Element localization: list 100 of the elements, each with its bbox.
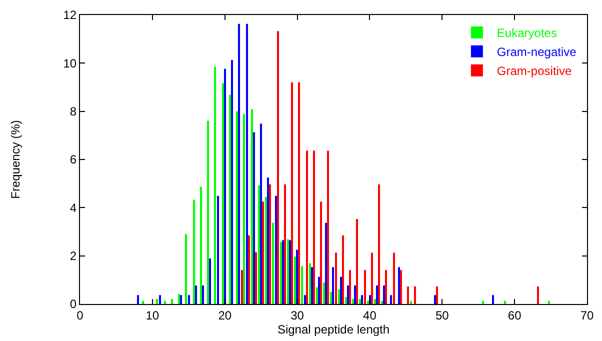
- bar: [364, 270, 366, 304]
- y-tick-label: 6: [70, 152, 77, 167]
- bar: [222, 83, 224, 304]
- bar: [367, 300, 369, 304]
- bar: [238, 24, 240, 304]
- y-tick-label: 4: [70, 200, 77, 215]
- bar: [390, 295, 392, 304]
- bar: [414, 286, 416, 304]
- bar: [142, 300, 144, 304]
- bar: [258, 185, 260, 304]
- bar: [217, 196, 219, 304]
- bar: [277, 31, 279, 304]
- bar: [269, 184, 271, 304]
- bar: [316, 287, 318, 304]
- bar: [407, 286, 409, 304]
- bar: [311, 267, 313, 304]
- bar: [492, 295, 494, 304]
- bar: [349, 270, 351, 304]
- bar: [504, 300, 506, 304]
- x-tick-label: 70: [580, 308, 594, 322]
- bar: [313, 150, 315, 304]
- x-tick-label: 40: [363, 308, 377, 322]
- bar: [309, 263, 311, 304]
- bar: [241, 270, 243, 304]
- bar: [164, 300, 166, 304]
- y-tick-label: 2: [70, 249, 77, 264]
- bar: [340, 276, 342, 304]
- bar: [410, 300, 412, 304]
- bar: [267, 178, 269, 304]
- bar: [137, 295, 139, 304]
- legend-label: Gram-negative: [496, 45, 577, 60]
- bar: [156, 298, 158, 304]
- bar: [434, 295, 436, 304]
- bar: [209, 258, 211, 304]
- bar: [356, 218, 358, 304]
- bar: [260, 124, 262, 304]
- bar: [436, 286, 438, 304]
- bar: [224, 68, 226, 304]
- bar: [342, 235, 344, 304]
- bar: [193, 200, 195, 304]
- bar: [383, 285, 385, 304]
- bar: [537, 286, 539, 304]
- x-tick-label: 50: [435, 308, 450, 322]
- bar: [159, 295, 161, 304]
- bar: [352, 298, 354, 304]
- bar: [294, 256, 296, 304]
- bar: [398, 267, 400, 304]
- bar: [229, 94, 231, 304]
- x-tick-label: 10: [146, 308, 160, 322]
- x-axis-title: Signal peptide length: [277, 322, 390, 336]
- bar: [246, 24, 248, 304]
- bar: [338, 289, 340, 304]
- bar: [291, 82, 293, 304]
- bar: [320, 202, 322, 304]
- y-axis-title: Frequency (%): [8, 120, 23, 199]
- bar: [345, 297, 347, 304]
- bar: [347, 285, 349, 304]
- bar: [188, 295, 190, 304]
- bar: [325, 222, 327, 304]
- bar: [207, 120, 209, 304]
- bar: [202, 285, 204, 304]
- bar: [361, 295, 363, 304]
- bar: [304, 295, 306, 304]
- bar: [200, 186, 202, 304]
- bar: [378, 184, 380, 304]
- bar: [298, 82, 300, 304]
- bar: [248, 235, 250, 304]
- x-tick-label: 60: [508, 308, 522, 322]
- bar: [323, 282, 325, 304]
- y-tick-label: 8: [70, 104, 77, 119]
- legend-label: Eukaryotes: [496, 26, 557, 40]
- bar: [265, 196, 267, 304]
- bar: [243, 114, 245, 304]
- bar: [381, 300, 383, 304]
- bar: [393, 252, 395, 304]
- bar: [327, 150, 329, 304]
- bar: [195, 285, 197, 304]
- bar: [296, 250, 298, 304]
- bar: [318, 276, 320, 304]
- bar: [335, 252, 337, 304]
- bar: [171, 298, 173, 304]
- bar: [185, 234, 187, 304]
- y-tick-label: 10: [63, 56, 77, 70]
- bar: [359, 298, 361, 304]
- y-tick-label: 0: [70, 297, 77, 312]
- bar: [376, 285, 378, 304]
- bar: [231, 60, 233, 304]
- bar: [374, 298, 376, 304]
- bar: [371, 252, 373, 304]
- bar: [275, 196, 277, 304]
- bar: [255, 252, 257, 304]
- bar: [262, 202, 264, 304]
- bar: [332, 267, 334, 304]
- bar: [306, 150, 308, 304]
- bar: [400, 270, 402, 304]
- x-tick-label: 30: [290, 308, 304, 322]
- bar: [236, 111, 238, 304]
- y-tick-label: 12: [63, 8, 77, 22]
- bar: [330, 292, 332, 304]
- bar: [253, 132, 255, 304]
